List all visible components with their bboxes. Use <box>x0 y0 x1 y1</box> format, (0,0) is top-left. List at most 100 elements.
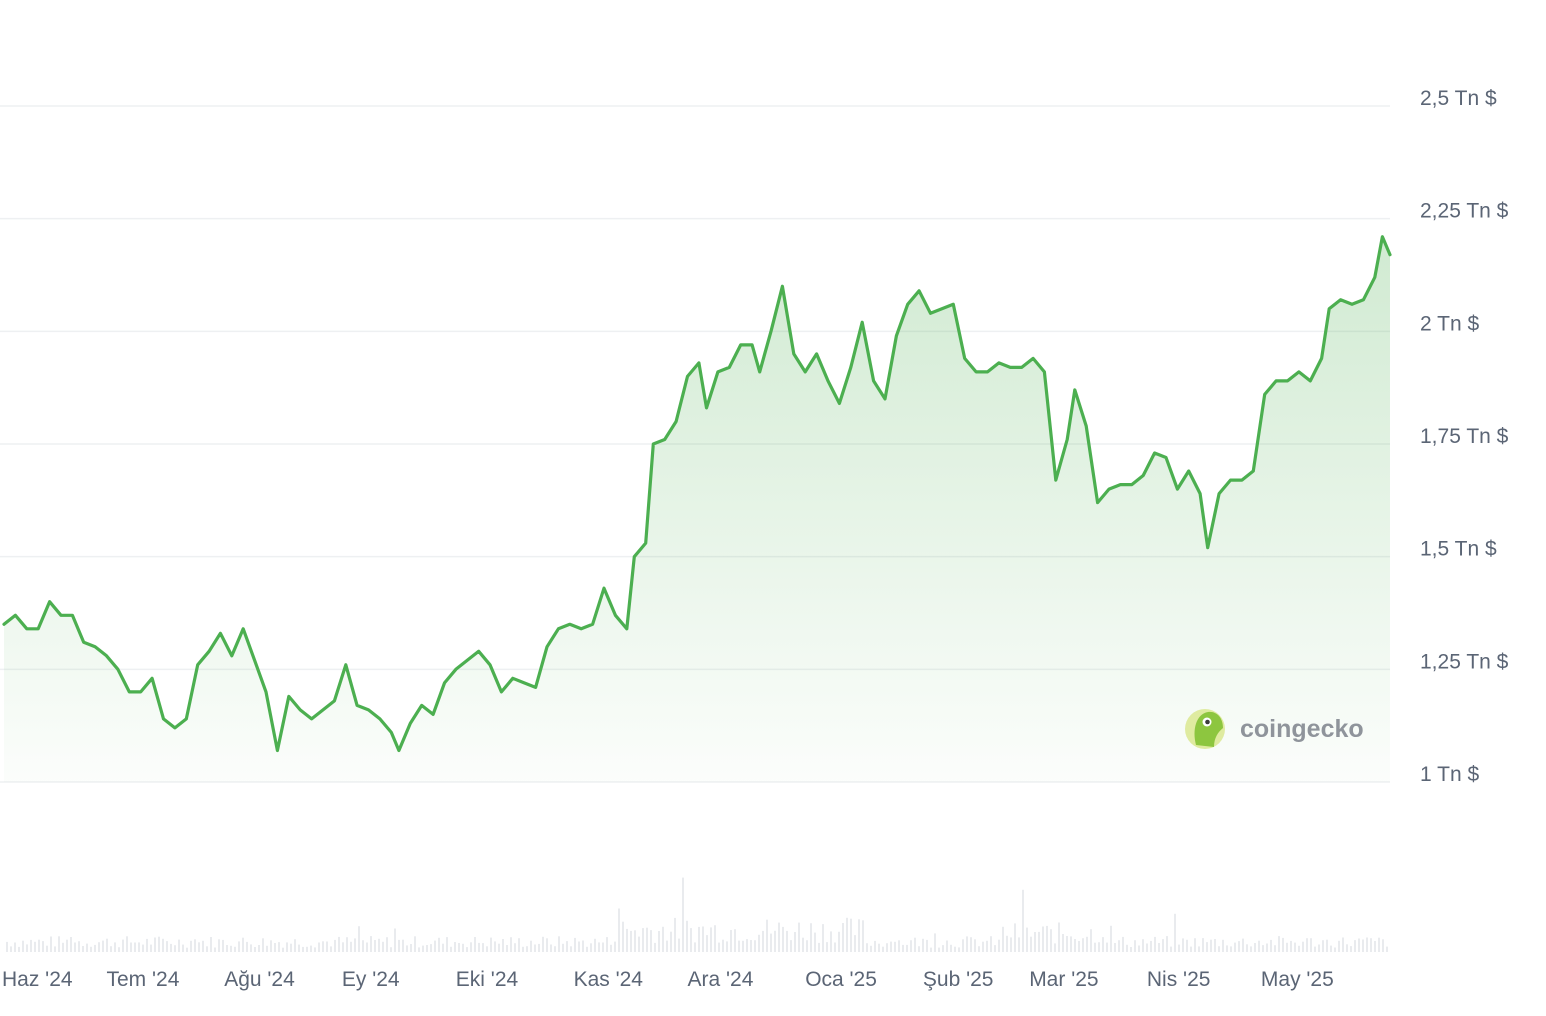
volume-bar <box>274 943 276 952</box>
volume-bar <box>1010 937 1012 952</box>
volume-bar <box>746 939 748 952</box>
volume-bar <box>1118 940 1120 952</box>
x-tick-label: Oca '25 <box>805 968 877 991</box>
volume-bar <box>1230 946 1232 952</box>
volume-bar <box>854 935 856 952</box>
volume-bar <box>714 925 716 952</box>
volume-bar <box>862 920 864 952</box>
volume-bar <box>338 936 340 952</box>
volume-bar <box>434 940 436 952</box>
volume-bar <box>446 937 448 952</box>
volume-bar <box>414 936 416 952</box>
volume-bar <box>98 942 100 952</box>
volume-bar <box>1090 929 1092 952</box>
volume-bar <box>1354 940 1356 952</box>
volume-bar <box>730 930 732 952</box>
volume-bar <box>842 923 844 952</box>
volume-bar <box>742 940 744 952</box>
volume-bar <box>142 944 144 952</box>
x-tick-label: Ağu '24 <box>224 968 295 991</box>
volume-bar <box>850 918 852 952</box>
volume-bar <box>1206 942 1208 952</box>
volume-bar <box>1098 942 1100 952</box>
volume-bar <box>526 946 528 952</box>
volume-bar <box>1210 939 1212 952</box>
volume-bar <box>1334 947 1336 952</box>
volume-bar <box>1302 941 1304 952</box>
volume-bar <box>822 924 824 952</box>
volume-bar <box>506 945 508 952</box>
volume-bar <box>354 938 356 952</box>
volume-bar <box>18 946 20 952</box>
volume-bar <box>34 941 36 952</box>
volume-bar <box>790 940 792 952</box>
volume-bar <box>522 946 524 952</box>
volume-bar <box>266 945 268 952</box>
volume-bar <box>1238 941 1240 952</box>
volume-bar <box>810 923 812 952</box>
volume-bar <box>1022 889 1024 952</box>
volume-bar <box>754 940 756 952</box>
volume-bar <box>782 926 784 952</box>
volume-bar <box>798 922 800 952</box>
volume-bar <box>290 943 292 952</box>
volume-bar <box>1170 946 1172 952</box>
volume-bar <box>1314 946 1316 952</box>
volume-bar <box>482 943 484 952</box>
volume-bar <box>410 944 412 952</box>
volume-bar <box>662 926 664 952</box>
volume-bar <box>442 943 444 952</box>
volume-bar <box>1378 937 1380 952</box>
volume-bar <box>494 941 496 952</box>
volume-bar <box>1018 937 1020 952</box>
x-axis-ticks: Haz '24 Tem '24 Ağu '24 Ey '24 Eki '24 Kas '2… <box>2 968 1334 991</box>
volume-bar <box>1298 945 1300 952</box>
volume-bar <box>614 941 616 952</box>
volume-bar <box>966 936 968 952</box>
volume-bar <box>322 941 324 952</box>
volume-bar <box>710 927 712 952</box>
volume-bar <box>922 938 924 952</box>
volume-bar <box>1026 927 1028 952</box>
watermark: coingecko <box>1185 709 1364 749</box>
volume-bar <box>770 933 772 952</box>
volume-bar <box>634 930 636 952</box>
volume-bar <box>622 921 624 952</box>
volume-bar <box>630 930 632 952</box>
volume-bar <box>1030 936 1032 952</box>
volume-bar <box>1082 938 1084 952</box>
volume-bar <box>106 938 108 952</box>
volume-bar <box>890 941 892 952</box>
volume-bar <box>750 940 752 952</box>
series-line <box>2 235 1392 753</box>
volume-bar <box>530 940 532 952</box>
volume-bar <box>1054 943 1056 952</box>
volume-bar <box>942 945 944 952</box>
volume-bar <box>234 946 236 952</box>
volume-bar <box>1330 945 1332 952</box>
volume-bar <box>558 936 560 952</box>
volume-bar <box>766 919 768 952</box>
volume-bar <box>146 938 148 952</box>
volume-bar <box>334 939 336 952</box>
volume-bar <box>586 946 588 952</box>
volume-bar <box>454 942 456 952</box>
volume-bar <box>1382 939 1384 952</box>
volume-bar <box>998 939 1000 952</box>
volume-bar <box>1366 937 1368 952</box>
volume-bar <box>1110 925 1112 952</box>
volume-bar <box>1042 926 1044 952</box>
volume-bar <box>1078 941 1080 952</box>
watermark-text: coingecko <box>1240 715 1364 743</box>
volume-bar <box>422 945 424 952</box>
volume-bar <box>166 941 168 952</box>
volume-bar <box>718 942 720 952</box>
volume-bar <box>566 941 568 952</box>
volume-bar <box>538 943 540 952</box>
volume-bar <box>950 944 952 952</box>
volume-bar <box>1386 946 1388 952</box>
volume-bar <box>242 937 244 952</box>
y-tick-label: 1,5 Tn $ <box>1420 538 1497 561</box>
volume-bar <box>238 941 240 952</box>
volume-bar <box>318 942 320 952</box>
